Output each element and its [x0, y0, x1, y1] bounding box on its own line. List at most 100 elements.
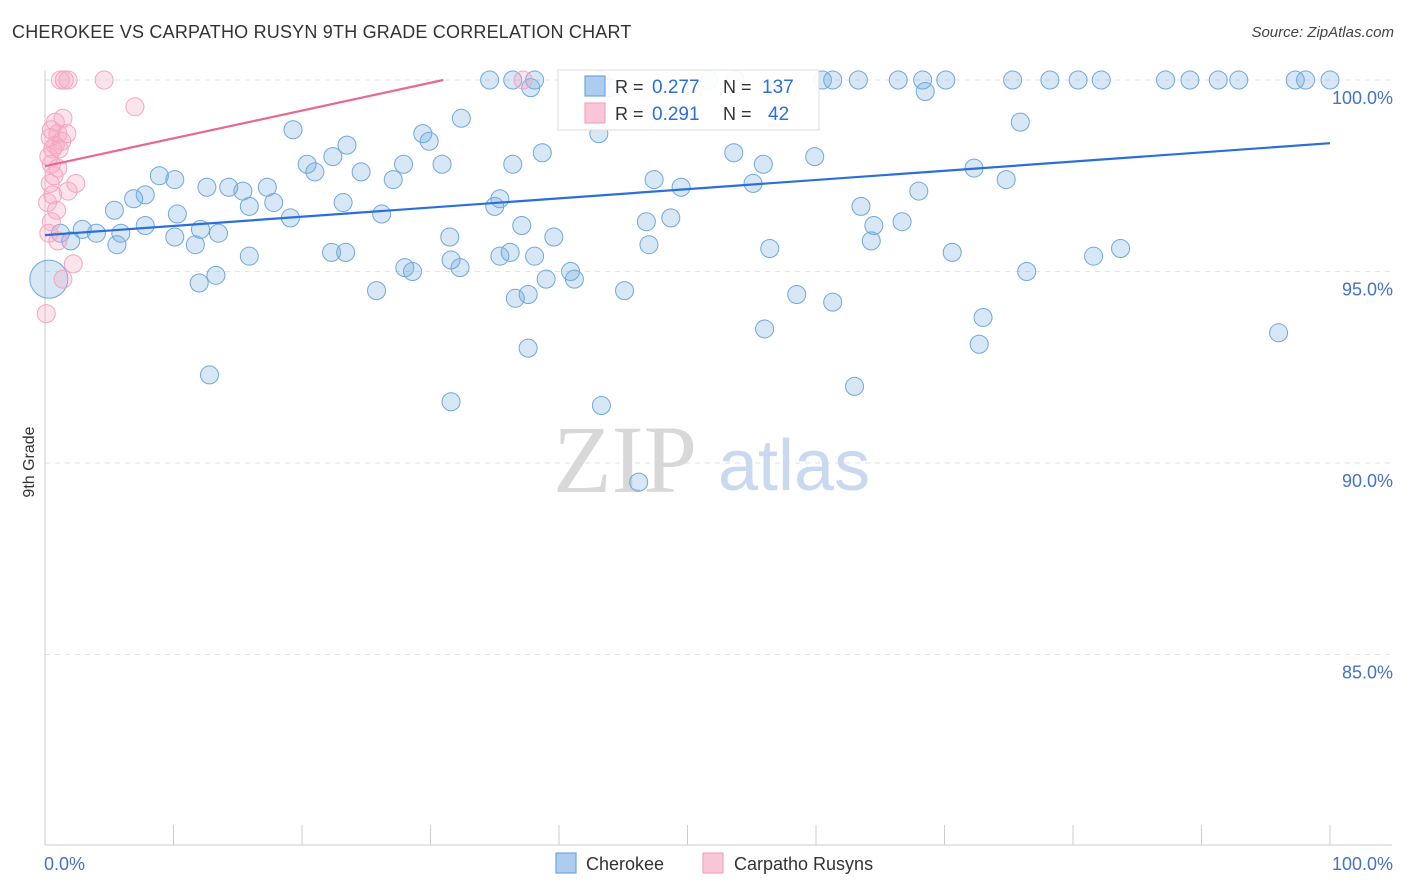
carpatho-point-31 — [36, 304, 56, 324]
cherokee-point-44 — [305, 162, 325, 182]
cherokee-point-37 — [394, 154, 414, 174]
cherokee-point-62 — [239, 196, 259, 216]
cherokee-point-73 — [864, 216, 884, 236]
carpatho-point-4 — [513, 70, 533, 90]
cherokee-point-122 — [591, 396, 611, 416]
cherokee-point-43 — [351, 162, 371, 182]
cherokee-point-56 — [909, 181, 929, 201]
cherokee-point-113 — [823, 292, 843, 312]
cherokee-point-29 — [413, 124, 433, 144]
cherokee-point-34 — [724, 143, 744, 163]
cherokee-point-38 — [297, 154, 317, 174]
cherokee-point-60 — [264, 193, 284, 213]
cherokee-point-117 — [1269, 323, 1289, 343]
y-tick-label-0: 85.0% — [1342, 663, 1393, 683]
cherokee-point-67 — [372, 204, 392, 224]
cherokee-point-85 — [185, 235, 205, 255]
cherokee-point-65 — [104, 200, 124, 220]
cherokee-point-8 — [848, 70, 868, 90]
cherokee-point-86 — [639, 235, 659, 255]
cherokee-point-93 — [450, 258, 470, 278]
cherokee-point-87 — [500, 242, 520, 262]
watermark-atlas: atlas — [718, 426, 870, 506]
cherokee-point-14 — [1068, 70, 1088, 90]
chart-title: CHEROKEE VS CARPATHO RUSYN 9TH GRADE COR… — [12, 22, 632, 42]
cherokee-point-54 — [219, 177, 239, 197]
cherokee-point-96 — [1111, 239, 1131, 259]
cherokee-point-114 — [973, 307, 993, 327]
cherokee-point-69 — [636, 212, 656, 232]
cherokee-point-121 — [441, 392, 461, 412]
carpatho-point-2 — [58, 70, 78, 90]
cherokee-point-104 — [536, 269, 556, 289]
carpatho-point-26 — [41, 212, 61, 232]
y-tick-label-3: 100.0% — [1332, 88, 1393, 108]
x-tick-label-1: 100.0% — [1332, 854, 1393, 874]
cherokee-point-52 — [197, 177, 217, 197]
cherokee-point-70 — [661, 208, 681, 228]
cherokee-point-23 — [521, 78, 541, 98]
cherokee-point-49 — [383, 170, 403, 190]
cherokee-points — [29, 70, 1340, 492]
x-tick-label-0: 0.0% — [44, 854, 85, 874]
carpatho-point-25 — [47, 200, 67, 220]
cherokee-point-31 — [419, 131, 439, 151]
carpatho-points — [36, 70, 533, 324]
watermark-zip: ZIP — [553, 406, 697, 513]
cherokee-point-110 — [518, 284, 538, 304]
cherokee-point-36 — [323, 147, 343, 167]
carpatho-point-29 — [63, 254, 83, 274]
cherokee-point-120 — [845, 376, 865, 396]
cherokee-point-9 — [888, 70, 908, 90]
cherokee-point-13 — [1040, 70, 1060, 90]
stats-n-value-carpatho: 42 — [768, 104, 789, 125]
cherokee-point-83 — [440, 227, 460, 247]
stats-r-label-carpatho: R = — [615, 104, 644, 124]
carpatho-point-22 — [58, 181, 78, 201]
carpatho-point-30 — [53, 269, 73, 289]
carpatho-point-5 — [125, 97, 145, 117]
y-tick-labels: 85.0% 90.0% 95.0% 100.0% — [1332, 88, 1393, 683]
cherokee-point-18 — [1208, 70, 1228, 90]
cherokee-point-28 — [283, 120, 303, 140]
legend-label-cherokee: Cherokee — [586, 854, 664, 874]
cherokee-point-63 — [851, 196, 871, 216]
cherokee-point-108 — [367, 281, 387, 301]
cherokee-point-12 — [1003, 70, 1023, 90]
cherokee-point-20 — [1285, 70, 1305, 90]
cherokee-point-64 — [485, 196, 505, 216]
cherokee-point-66 — [167, 204, 187, 224]
cherokee-point-82 — [107, 235, 127, 255]
stats-n-label-cherokee: N = — [723, 77, 752, 97]
cherokee-point-47 — [644, 170, 664, 190]
cherokee-point-84 — [544, 227, 564, 247]
gridlines — [45, 79, 1392, 655]
cherokee-point-116 — [969, 334, 989, 354]
cherokee-point-111 — [787, 284, 807, 304]
cherokee-point-0 — [480, 70, 500, 90]
cherokee-point-27 — [1010, 112, 1030, 132]
carpatho-point-21 — [40, 173, 60, 193]
cherokee-point-95 — [942, 242, 962, 262]
series-legend: Cherokee Carpatho Rusyns — [555, 852, 873, 874]
cherokee-point-101 — [1017, 262, 1037, 281]
cherokee-point-107 — [564, 269, 584, 289]
cherokee-point-103 — [403, 262, 423, 281]
cherokee-point-115 — [755, 319, 775, 339]
stats-n-value-cherokee: 137 — [762, 77, 794, 98]
y-tick-label-2: 95.0% — [1342, 280, 1393, 300]
cherokee-point-33 — [532, 143, 552, 163]
cherokee-point-10 — [913, 70, 933, 90]
watermark: ZIP atlas — [553, 406, 870, 513]
source-credit: Source: ZipAtlas.com — [1251, 24, 1394, 41]
cherokee-point-118 — [518, 338, 538, 358]
cherokee-point-71 — [512, 216, 532, 236]
cherokee-point-90 — [322, 242, 342, 262]
cherokee-point-35 — [805, 147, 825, 167]
cherokee-point-45 — [149, 166, 169, 186]
cherokee-point-99 — [525, 246, 545, 266]
cherokee-point-39 — [432, 154, 452, 174]
stats-n-label-carpatho: N = — [723, 104, 752, 124]
cherokee-point-48 — [996, 170, 1016, 190]
